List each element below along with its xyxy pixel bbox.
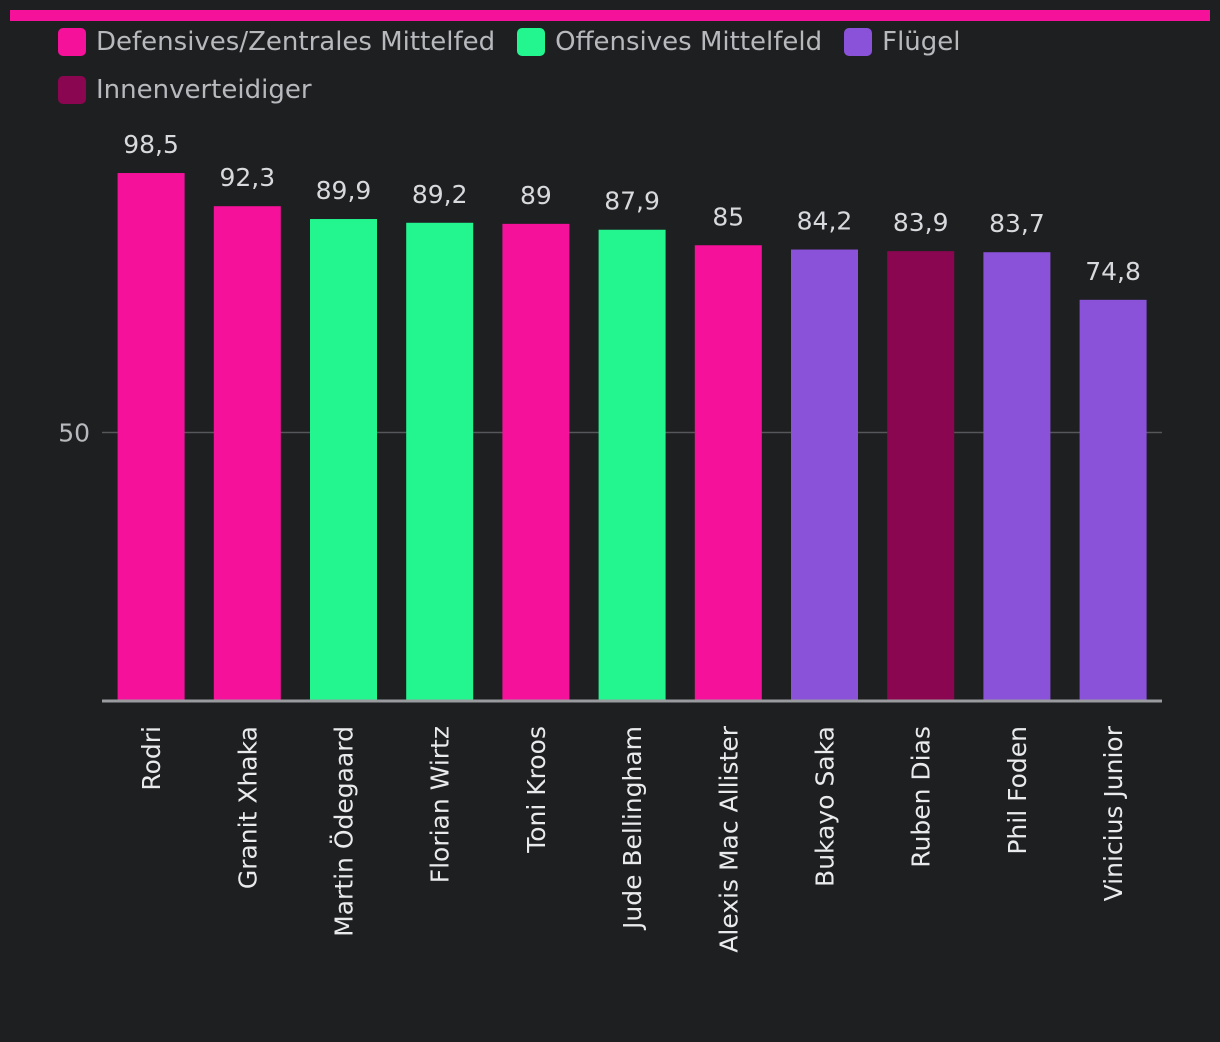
top-accent-stripe [10,10,1210,21]
value-label: 87,9 [604,187,660,216]
bar-martin-degaard [310,219,377,700]
legend-item-center-back: Innenverteidiger [58,74,312,106]
value-label: 84,2 [797,207,853,236]
legend-swatch [58,76,86,104]
legend-label: Offensives Mittelfeld [555,27,823,57]
legend-swatch [517,28,546,56]
legend-item-defensive-central-midfield: Defensives/Zentrales Mittelfed [58,26,495,58]
chart-legend: Defensives/Zentrales Mittelfed Offensive… [58,26,1158,106]
category-label: Bukayo Saka [811,726,840,887]
category-label: Florian Wirtz [426,726,455,883]
y-tick-label: 50 [58,419,90,448]
legend-label: Innenverteidiger [96,75,312,105]
bar-ruben-dias [887,251,955,700]
legend-swatch [58,28,86,56]
category-label: Vinicius Junior [1099,725,1128,901]
legend-label: Defensives/Zentrales Mittelfed [96,27,496,57]
category-label: Jude Bellingham [618,726,647,931]
legend-item-winger: Flügel [844,26,961,58]
category-label: Rodri [137,726,166,791]
bar-toni-kroos [502,223,570,700]
category-label: Martin Ödegaard [330,726,359,937]
value-label: 74,8 [1085,257,1141,286]
bar-granit-xhaka [213,206,281,700]
bar-bukayo-saka [791,249,858,700]
value-label: 83,7 [989,209,1045,238]
legend-item-attacking-midfield: Offensives Mittelfeld [517,26,822,58]
value-label: 89,2 [412,180,468,209]
bar-florian-wirtz [406,222,474,700]
category-label: Granit Xhaka [233,726,262,889]
bar-rodri [117,173,185,700]
value-label: 98,5 [123,130,179,159]
bar-jude-bellingham [598,229,666,701]
bar-vinicius-junior [1079,299,1147,700]
value-label: 89 [520,181,552,210]
category-label: Toni Kroos [522,726,551,854]
value-label: 92,3 [219,163,275,192]
category-label: Ruben Dias [907,726,936,868]
category-label: Alexis Mac Allister [714,725,743,952]
legend-label: Flügel [882,27,961,57]
value-label: 83,9 [893,208,949,237]
bar-phil-foden [983,252,1051,700]
value-label: 89,9 [316,176,372,205]
value-label: 85 [712,202,744,231]
bar-alexis-mac-allister [694,245,762,700]
category-label: Phil Foden [1003,726,1032,855]
legend-swatch [844,28,873,56]
